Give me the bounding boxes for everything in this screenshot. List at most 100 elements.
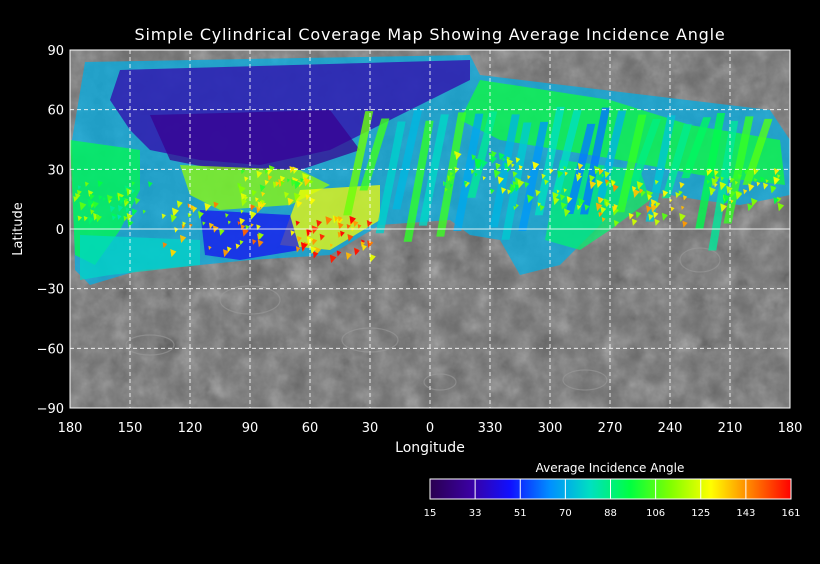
coverage-facet <box>748 183 755 192</box>
coverage-facet <box>244 176 249 182</box>
coverage-facet <box>654 218 660 226</box>
coverage-facet <box>501 187 507 194</box>
coverage-facet <box>347 234 354 242</box>
coverage-facet <box>162 242 168 249</box>
longitude-tick-label: 270 <box>598 421 623 436</box>
coverage-facet <box>502 157 506 162</box>
coverage-facet <box>300 241 308 251</box>
coverage-facet <box>366 219 373 228</box>
coverage-facet <box>297 235 302 243</box>
longitude-tick-label: 240 <box>658 421 683 436</box>
colorbar-title: Average Incidence Angle <box>536 461 685 475</box>
coverage-facet <box>723 193 731 203</box>
coverage-facet <box>77 185 82 190</box>
coverage-facet <box>260 200 267 209</box>
coverage-facet <box>131 189 135 194</box>
coverage-facet <box>654 179 659 185</box>
coverage-facet <box>539 204 545 212</box>
coverage-facet <box>612 205 618 213</box>
coverage-facet <box>117 205 124 212</box>
coverage-facet <box>541 173 546 180</box>
coverage-facet <box>286 178 291 183</box>
coverage-facet <box>544 179 549 186</box>
coverage-facet <box>240 169 245 175</box>
coverage-swath <box>180 165 330 210</box>
colorbar-label: 125 <box>691 508 710 519</box>
coverage-facet <box>490 188 494 194</box>
coverage-facet <box>524 181 530 189</box>
map-title: Simple Cylindrical Coverage Map Showing … <box>135 25 726 44</box>
coverage-facet <box>682 220 688 228</box>
latitude-tick-label: 0 <box>56 223 64 238</box>
coverage-facet <box>470 169 475 175</box>
coverage-facet <box>605 201 611 208</box>
coverage-facet <box>777 202 785 212</box>
coverage-facet <box>170 214 177 223</box>
coverage-facet <box>600 206 607 214</box>
coverage-facet <box>713 169 719 177</box>
coverage-facet <box>92 200 99 209</box>
coverage-facet <box>596 179 603 189</box>
coverage-facet <box>257 239 264 248</box>
coverage-facet <box>509 186 516 195</box>
coverage-facet <box>83 215 88 222</box>
coverage-facet <box>226 246 232 253</box>
coverage-facet <box>279 175 286 183</box>
coverage-facet <box>171 207 179 217</box>
coverage-facet <box>507 189 512 195</box>
coverage-facet <box>256 170 263 179</box>
latitude-tick-labels: 90 60 30 0 −30 −60 −90 <box>37 44 64 417</box>
coverage-facet <box>190 204 195 211</box>
coverage-strip <box>343 111 374 216</box>
coverage-facet <box>751 197 758 207</box>
coverage-facet <box>240 192 247 201</box>
map-panel <box>70 50 790 408</box>
coverage-facet <box>493 169 501 179</box>
latitude-tick-label: −30 <box>37 283 64 298</box>
x-axis-label: Longitude <box>395 440 465 456</box>
coverage-facet <box>735 190 743 200</box>
coverage-facet <box>710 191 714 196</box>
coverage-facet <box>714 182 718 188</box>
coverage-strip <box>580 107 611 215</box>
coverage-facet <box>142 209 146 214</box>
coverage-facet <box>754 169 759 174</box>
coverage-facet <box>743 188 748 195</box>
coverage-facet <box>259 184 266 192</box>
coverage-facet <box>650 199 657 207</box>
coverage-facet <box>770 185 777 194</box>
coverage-facet <box>448 174 455 183</box>
coverage-strip <box>534 106 565 216</box>
coverage-facet <box>109 205 116 213</box>
coverage-facet <box>632 188 640 198</box>
coverage-facet <box>353 220 359 228</box>
coverage-facet <box>490 155 497 164</box>
coverage-facet <box>631 185 637 192</box>
coverage-facet <box>564 171 569 176</box>
coverage-swath <box>80 235 200 280</box>
coverage-strip <box>596 110 627 200</box>
coverage-facet <box>535 189 541 197</box>
coverage-facet <box>131 208 138 216</box>
coverage-facet <box>563 188 568 193</box>
coverage-facet <box>560 202 567 210</box>
coverage-facet <box>726 185 733 194</box>
coverage-facet <box>563 166 567 171</box>
latitude-tick-label: 90 <box>47 44 64 59</box>
coverage-facet <box>720 203 728 213</box>
coverage-facet <box>107 194 113 203</box>
coverage-facet <box>661 212 668 221</box>
coverage-facet <box>319 233 325 241</box>
coverage-facet <box>90 209 95 215</box>
coverage-facet <box>329 254 337 264</box>
coverage-facet <box>293 180 301 190</box>
y-axis-label: Latitude <box>11 202 26 256</box>
coverage-facet <box>204 202 212 212</box>
coverage-facet <box>604 179 609 185</box>
coverage-facet <box>679 213 686 222</box>
coverage-facet <box>300 177 304 183</box>
coverage-facet <box>527 194 534 204</box>
coverage-facet <box>258 232 264 240</box>
coverage-facet <box>515 157 521 164</box>
